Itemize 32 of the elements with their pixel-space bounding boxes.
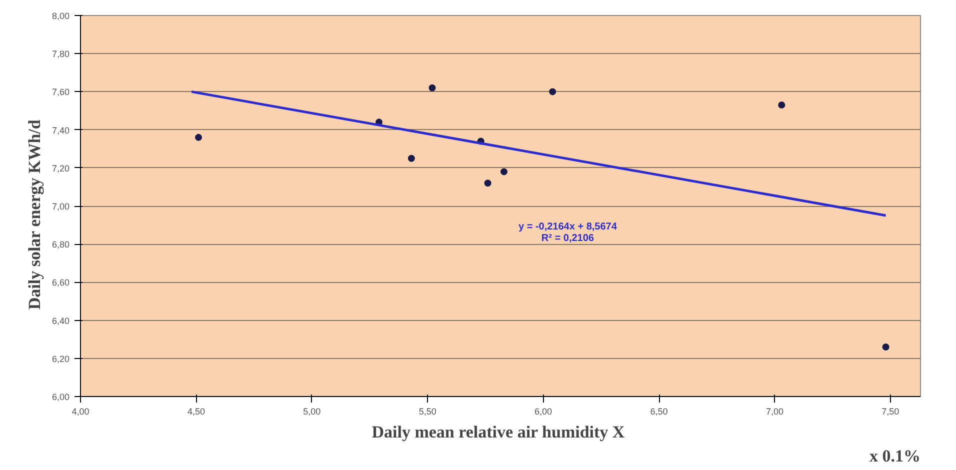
y-tick-label: 6,60 [52,278,70,288]
point [549,88,556,96]
y-tick-label: 6,00 [52,392,70,402]
y-tick-label: 6,40 [52,316,70,326]
x-tick-label: 4,50 [187,406,205,416]
x-tick-label: 5,00 [303,406,321,416]
y-tick-label: 7,20 [52,163,70,174]
x-axis-title: Daily mean relative air humidity X [372,422,626,442]
point [484,180,492,187]
point [778,102,786,109]
x-tick-label: 5,50 [418,406,436,416]
y-tick-label: 6,80 [52,240,70,250]
y-tick-label: 7,80 [52,49,70,60]
y-tick-label: 7,60 [52,87,70,98]
annotation: R² = 0,2106 [541,232,594,244]
y-tick-label: 7,00 [52,202,70,212]
x-tick-label: 7,00 [766,406,784,416]
x-tick-label: 6,50 [650,406,668,416]
x-tick-label: 6,00 [534,406,552,416]
point [428,84,436,92]
x-tick-label: 4,00 [72,406,90,416]
annotation: y = -0,2164x + 8,5674 [518,221,618,232]
y-axis-title: Daily solar energy KWh/d [24,119,44,310]
text: x 0.1% [870,446,920,466]
point [408,154,415,162]
point [882,343,890,350]
x-tick-label: 7,50 [882,406,900,416]
point [195,134,202,141]
point [500,168,508,176]
y-tick-label: 6,20 [52,354,70,364]
y-tick-label: 8,00 [52,11,70,21]
y-tick-label: 7,40 [52,125,70,136]
